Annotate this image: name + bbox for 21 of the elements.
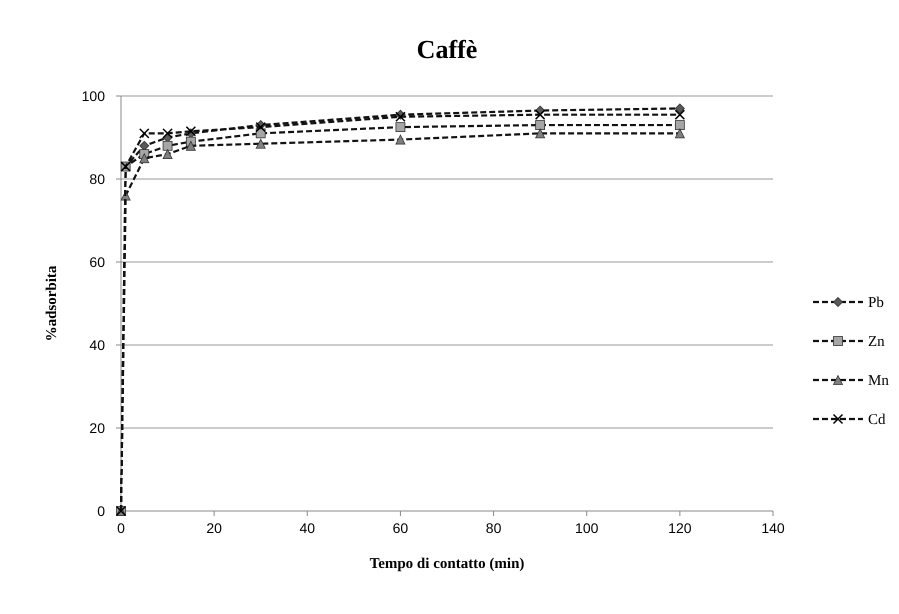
y-tick-label: 40 <box>89 337 106 353</box>
x-tick-label: 20 <box>206 520 222 536</box>
x-tick-label: 100 <box>575 520 599 536</box>
chart-title: Caffè <box>416 35 478 64</box>
x-axis-title: Tempo di contatto (min) <box>370 556 524 572</box>
x-tick-label: 0 <box>117 520 126 536</box>
y-tick-label: 60 <box>89 254 106 270</box>
x-tick-label: 60 <box>392 520 408 536</box>
x-tick-label: 40 <box>299 520 316 536</box>
y-tick-label: 0 <box>97 503 106 519</box>
y-tick-label: 20 <box>89 420 106 436</box>
y-tick-label: 100 <box>82 88 106 104</box>
y-tick-label: 80 <box>89 171 106 187</box>
y-axis-title: %adsorbita <box>44 265 60 342</box>
x-tick-label: 80 <box>486 520 502 536</box>
legend-label: Pb <box>868 295 884 311</box>
x-tick-label: 120 <box>668 520 692 536</box>
x-tick-label: 140 <box>761 520 785 536</box>
legend-label: Mn <box>868 373 890 389</box>
legend-label: Zn <box>868 334 886 350</box>
legend-label: Cd <box>868 412 886 428</box>
